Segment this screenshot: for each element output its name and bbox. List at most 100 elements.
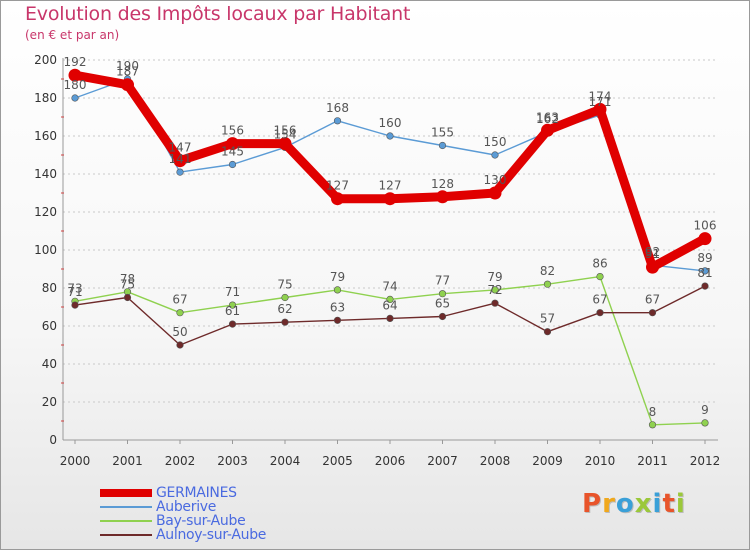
data-point-bay-sur-aube	[543, 280, 552, 288]
data-point-bay-sur-aube	[333, 286, 342, 294]
data-point-bay-sur-aube	[701, 419, 709, 427]
logo-letter: r	[602, 489, 616, 519]
data-point-aulnoy-sur-aube	[701, 282, 709, 290]
data-point-germaines	[698, 232, 712, 246]
data-label-bay-sur-aube: 9	[701, 403, 709, 417]
chart-subtitle: (en € et par an)	[25, 28, 120, 42]
x-tick-label: 2009	[532, 454, 563, 468]
data-point-auberive	[491, 151, 499, 159]
data-label-bay-sur-aube: 79	[487, 270, 502, 284]
data-label-aulnoy-sur-aube: 67	[645, 293, 660, 307]
data-label-bay-sur-aube: 74	[382, 279, 397, 293]
data-label-germaines: 156	[221, 124, 244, 138]
data-point-germaines	[226, 137, 239, 151]
legend-label: GERMAINES	[156, 485, 237, 501]
logo-letter: t	[662, 489, 676, 519]
data-label-bay-sur-aube: 77	[435, 274, 450, 288]
logo-letter: P	[582, 489, 603, 519]
data-point-aulnoy-sur-aube	[491, 299, 499, 307]
data-label-bay-sur-aube: 73	[67, 281, 82, 295]
data-point-aulnoy-sur-aube	[71, 301, 79, 309]
data-point-aulnoy-sur-aube	[438, 312, 447, 321]
data-label-germaines: 147	[169, 141, 192, 155]
data-label-auberive: 180	[64, 78, 87, 92]
data-point-germaines	[331, 192, 344, 206]
data-label-aulnoy-sur-aube: 63	[330, 300, 345, 314]
data-point-bay-sur-aube	[228, 301, 237, 309]
data-point-aulnoy-sur-aube	[648, 309, 657, 317]
x-tick-label: 2003	[217, 454, 248, 468]
data-label-bay-sur-aube: 86	[592, 257, 607, 271]
y-tick-label: 20	[42, 395, 57, 409]
x-tick-label: 2011	[637, 454, 668, 468]
data-point-aulnoy-sur-aube	[228, 320, 237, 328]
data-point-bay-sur-aube	[596, 273, 604, 281]
data-point-auberive	[176, 168, 184, 176]
data-label-aulnoy-sur-aube: 62	[277, 302, 292, 316]
data-label-aulnoy-sur-aube: 64	[382, 298, 397, 312]
legend-label: Bay-sur-Aube	[156, 513, 246, 529]
data-label-auberive: 154	[274, 127, 297, 141]
data-point-auberive	[333, 117, 342, 125]
data-label-bay-sur-aube: 71	[225, 285, 240, 299]
data-point-auberive	[71, 94, 79, 102]
x-tick-label: 2010	[585, 454, 616, 468]
logo-letter: o	[615, 489, 635, 519]
x-tick-label: 2008	[480, 454, 511, 468]
x-tick-label: 2000	[60, 454, 91, 468]
logo-letter: i	[652, 489, 663, 519]
data-label-auberive: 162	[536, 112, 559, 126]
data-point-germaines	[646, 260, 659, 274]
data-point-aulnoy-sur-aube	[543, 328, 552, 336]
y-tick-label: 180	[34, 91, 57, 105]
y-tick-label: 200	[34, 53, 57, 67]
y-tick-label: 140	[34, 167, 57, 181]
y-tick-label: 60	[42, 319, 57, 333]
data-label-germaines: 187	[116, 65, 139, 79]
proxiti-logo: Proxiti	[582, 489, 686, 519]
data-point-bay-sur-aube	[281, 293, 289, 302]
data-point-bay-sur-aube	[491, 286, 499, 294]
legend-swatch	[100, 520, 152, 522]
data-label-germaines: 91	[645, 247, 660, 261]
data-label-aulnoy-sur-aube: 75	[120, 278, 135, 292]
data-label-germaines: 174	[589, 89, 612, 103]
data-label-auberive: 145	[221, 145, 244, 159]
data-label-aulnoy-sur-aube: 71	[67, 285, 82, 299]
y-tick-label: 120	[34, 205, 57, 219]
x-tick-label: 2007	[427, 454, 458, 468]
data-label-auberive: 160	[379, 116, 402, 130]
data-point-aulnoy-sur-aube	[596, 309, 604, 317]
data-label-germaines: 128	[431, 177, 454, 191]
data-label-auberive: 155	[431, 126, 454, 140]
data-point-auberive	[386, 132, 394, 140]
data-point-aulnoy-sur-aube	[123, 293, 132, 302]
data-point-bay-sur-aube	[438, 290, 447, 298]
data-point-germaines	[68, 68, 82, 82]
data-point-bay-sur-aube	[648, 421, 657, 429]
data-point-germaines	[541, 123, 554, 137]
data-label-germaines: 163	[536, 110, 559, 124]
data-point-germaines	[488, 186, 502, 200]
data-point-germaines	[383, 192, 397, 206]
data-point-bay-sur-aube	[386, 295, 394, 304]
legend-label: Auberive	[156, 499, 217, 515]
x-tick-label: 2001	[112, 454, 143, 468]
data-point-aulnoy-sur-aube	[176, 341, 184, 349]
data-label-auberive: 190	[116, 59, 139, 73]
data-label-aulnoy-sur-aube: 65	[435, 297, 450, 311]
y-tick-label: 0	[49, 433, 57, 447]
data-point-aulnoy-sur-aube	[386, 314, 394, 323]
data-label-bay-sur-aube: 78	[120, 272, 135, 286]
data-point-auberive	[701, 267, 709, 275]
logo-letter: x	[634, 489, 653, 519]
data-label-auberive: 150	[484, 135, 507, 149]
x-tick-label: 2002	[165, 454, 196, 468]
y-tick-label: 40	[42, 357, 57, 371]
legend-swatch	[100, 534, 152, 536]
data-point-germaines	[278, 137, 292, 151]
data-point-aulnoy-sur-aube	[281, 318, 289, 326]
data-label-aulnoy-sur-aube: 50	[172, 325, 187, 339]
data-label-bay-sur-aube: 8	[649, 405, 657, 419]
data-point-germaines	[436, 190, 449, 204]
